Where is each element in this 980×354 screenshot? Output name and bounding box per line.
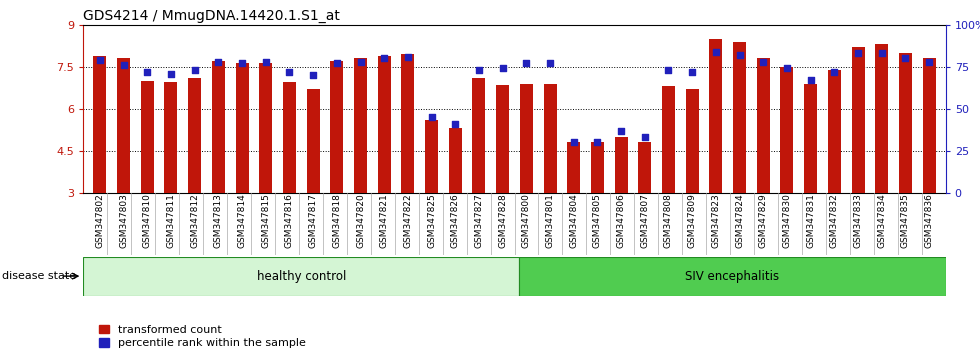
Bar: [330, 61, 343, 193]
Point: [803, 78, 818, 83]
Point: [234, 61, 250, 66]
Bar: [141, 81, 154, 193]
Bar: [519, 84, 533, 193]
Text: disease state: disease state: [2, 271, 76, 281]
Point: [163, 71, 178, 76]
Bar: [780, 67, 794, 193]
Bar: [852, 47, 864, 193]
Point: [898, 56, 913, 61]
Bar: [83, 257, 519, 296]
Bar: [188, 78, 201, 193]
Bar: [449, 129, 462, 193]
Point: [376, 56, 392, 61]
Text: GDS4214 / MmugDNA.14420.1.S1_at: GDS4214 / MmugDNA.14420.1.S1_at: [83, 9, 340, 23]
Bar: [307, 89, 319, 193]
Point: [448, 121, 464, 127]
Point: [661, 67, 676, 73]
Point: [565, 139, 581, 145]
Point: [590, 139, 606, 145]
Point: [542, 61, 558, 66]
Bar: [519, 257, 946, 296]
Bar: [710, 39, 722, 193]
Bar: [283, 82, 296, 193]
Point: [613, 128, 629, 133]
Point: [258, 59, 273, 64]
Point: [471, 67, 487, 73]
Bar: [638, 143, 652, 193]
Bar: [260, 63, 272, 193]
Point: [874, 51, 890, 56]
Bar: [425, 120, 438, 193]
Point: [281, 69, 297, 75]
Point: [921, 59, 937, 64]
Point: [851, 51, 866, 56]
Point: [423, 114, 439, 120]
Bar: [686, 89, 699, 193]
Bar: [377, 56, 391, 193]
Bar: [591, 143, 604, 193]
Bar: [93, 56, 107, 193]
Point: [139, 69, 155, 75]
Text: SIV encephalitis: SIV encephalitis: [685, 270, 779, 282]
Point: [329, 61, 345, 66]
Point: [353, 59, 368, 64]
Bar: [472, 78, 485, 193]
Point: [756, 59, 771, 64]
Point: [708, 49, 723, 55]
Point: [495, 65, 511, 71]
Point: [518, 61, 534, 66]
Bar: [235, 63, 249, 193]
Bar: [733, 41, 746, 193]
Point: [92, 57, 108, 63]
Point: [826, 69, 842, 75]
Point: [306, 72, 321, 78]
Point: [637, 135, 653, 140]
Point: [400, 54, 416, 59]
Point: [684, 69, 700, 75]
Bar: [614, 137, 627, 193]
Bar: [544, 84, 557, 193]
Point: [732, 52, 748, 58]
Bar: [117, 58, 130, 193]
Bar: [805, 84, 817, 193]
Bar: [496, 85, 510, 193]
Legend: transformed count, percentile rank within the sample: transformed count, percentile rank withi…: [99, 325, 306, 348]
Point: [116, 62, 131, 68]
Point: [779, 65, 795, 71]
Bar: [567, 143, 580, 193]
Bar: [875, 44, 888, 193]
Bar: [212, 61, 224, 193]
Bar: [899, 53, 912, 193]
Bar: [354, 58, 368, 193]
Point: [187, 67, 203, 73]
Text: healthy control: healthy control: [257, 270, 346, 282]
Point: [211, 59, 226, 64]
Bar: [662, 86, 675, 193]
Bar: [757, 58, 769, 193]
Bar: [922, 58, 936, 193]
Bar: [828, 70, 841, 193]
Bar: [165, 82, 177, 193]
Bar: [402, 54, 415, 193]
